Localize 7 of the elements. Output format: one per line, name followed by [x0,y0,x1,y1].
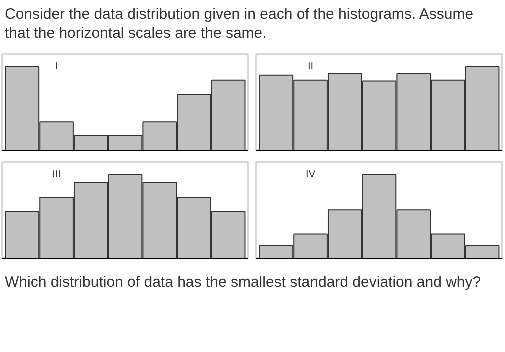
chart-title: IV [306,170,316,180]
text: Consider the data distribution given in each of the histograms. Assume [5,6,474,23]
chart-title: II [308,62,314,72]
chart-title: I [55,62,58,72]
text: that the horizontal scales are the same. [5,25,267,42]
chart-title: III [52,170,61,180]
text: Which distribution of data has the smallest standard deviation and why? [5,273,482,292]
